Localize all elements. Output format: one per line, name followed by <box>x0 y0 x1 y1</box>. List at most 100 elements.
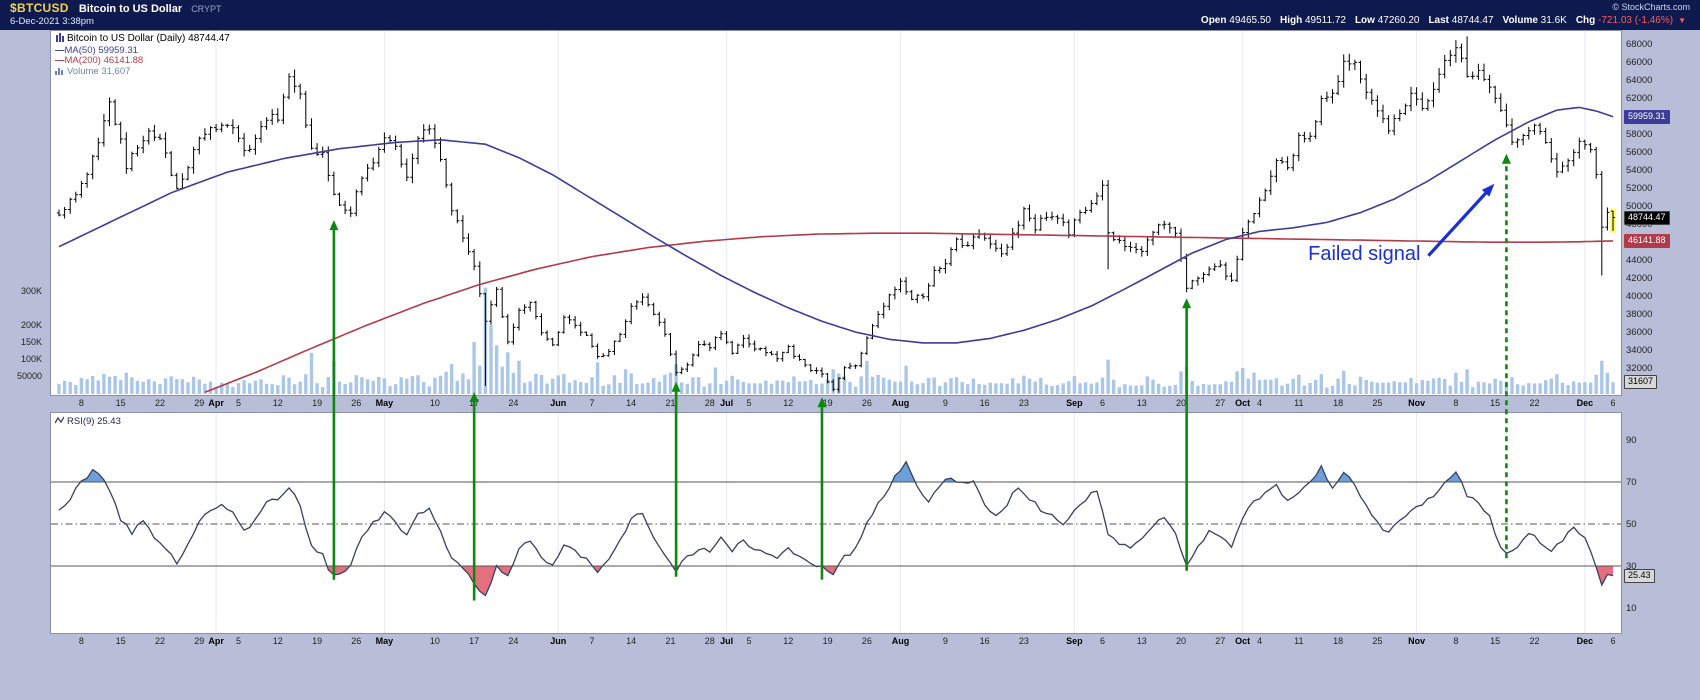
month-label: Jun <box>550 636 567 646</box>
date-label: 16 <box>979 398 990 408</box>
price-chart-icon <box>55 33 64 46</box>
price-axis-label: 50000 <box>1626 200 1653 212</box>
date-label: 21 <box>665 398 676 408</box>
date-label: 14 <box>626 398 637 408</box>
date-label: 22 <box>1529 636 1540 646</box>
header-bar: $BTCUSD Bitcoin to US Dollar CRYPT © Sto… <box>0 0 1700 30</box>
legend-ma50-row: —MA(50) 59959.31 <box>55 44 230 57</box>
date-label: 22 <box>154 636 166 646</box>
month-label: Dec <box>1576 398 1594 408</box>
date-label: 27 <box>1215 636 1226 646</box>
date-label: 6 <box>1610 636 1616 646</box>
date-label: 26 <box>351 398 362 408</box>
date-label: 22 <box>154 398 166 408</box>
quote-last: Last 48744.47 <box>1428 15 1494 26</box>
date-label: 15 <box>115 398 126 408</box>
legend-ma200-row: —MA(200) 46141.88 <box>55 55 230 67</box>
date-label: 5 <box>746 398 752 408</box>
date-label: 6 <box>1099 636 1106 646</box>
volume-axis-label: 100K <box>20 353 42 364</box>
price-legend: Bitcoin to US Dollar (Daily) 48744.47 —M… <box>55 33 230 78</box>
date-label: 17 <box>469 636 480 646</box>
volume-axis: 300K 200K 150K 100K 50000 <box>2 31 46 395</box>
date-label: 23 <box>1018 636 1029 646</box>
ma200-swatch: — <box>55 55 65 66</box>
rsi-axis-label: 50 <box>1626 518 1637 530</box>
month-label: Sep <box>1066 398 1083 408</box>
date-label: 26 <box>861 398 872 408</box>
ma200-value-label: 46141.88 <box>1624 233 1670 248</box>
legend-title-row: Bitcoin to US Dollar (Daily) 48744.47 <box>55 33 230 46</box>
date-label: 14 <box>626 636 637 646</box>
month-label: Aug <box>891 636 910 646</box>
date-label: 26 <box>861 636 872 646</box>
symbol: $BTCUSD <box>10 1 69 15</box>
price-axis-label: 62000 <box>1626 92 1653 104</box>
date-label: 19 <box>822 636 833 646</box>
instrument-name: Bitcoin to US Dollar <box>78 3 183 15</box>
exchange-label: CRYPT <box>191 4 222 14</box>
quote-values: Open 49465.50 High 49511.72 Low 47260.20 La… <box>1192 15 1673 26</box>
ma200-line <box>204 232 1614 394</box>
month-label: May <box>375 636 394 646</box>
date-label: 15 <box>1490 398 1501 408</box>
month-label: Nov <box>1408 398 1426 408</box>
date-label: 25 <box>1372 398 1383 408</box>
volume-axis-label: 150K <box>20 336 42 347</box>
rsi-legend-label: RSI(9) 25.43 <box>67 416 121 427</box>
date-label: 6 <box>1099 398 1106 408</box>
rsi-axis-label: 90 <box>1626 434 1637 446</box>
date-label: 13 <box>1136 636 1147 646</box>
date-label: 26 <box>351 636 362 646</box>
month-label: Sep <box>1066 636 1083 646</box>
date-label: 5 <box>235 398 242 408</box>
quote-high: High 49511.72 <box>1279 15 1346 26</box>
rsi-icon <box>54 416 65 429</box>
date-label: 12 <box>272 398 283 408</box>
date-label: 8 <box>78 398 84 408</box>
dropdown-triangle-icon[interactable]: ▼ <box>1678 16 1686 25</box>
header-title-line: $BTCUSD Bitcoin to US Dollar CRYPT <box>10 1 222 15</box>
rsi-axis-label: 70 <box>1626 476 1637 488</box>
ma50-line <box>58 106 1614 344</box>
date-label: 29 <box>194 636 205 646</box>
copyright: © StockCharts.com <box>1612 2 1690 12</box>
date-label: 5 <box>235 636 242 646</box>
quote-strip: Open 49465.50 High 49511.72 Low 47260.20 La… <box>1192 15 1686 26</box>
price-month-gridlines <box>215 31 1586 395</box>
rsi-legend: RSI(9) 25.43 <box>54 416 121 429</box>
price-axis-label: 44000 <box>1626 254 1653 266</box>
month-label: Apr <box>208 398 224 408</box>
price-chart-svg <box>56 31 1616 395</box>
date-label: 8 <box>78 636 84 646</box>
date-label: 9 <box>942 636 948 646</box>
date-label: 24 <box>508 398 519 408</box>
legend-volume: Volume 31,607 <box>67 65 131 77</box>
ma50-swatch: — <box>55 44 65 56</box>
price-axis-label: 34000 <box>1626 344 1653 356</box>
rsi-axis-label: 10 <box>1626 602 1637 614</box>
volume-axis-label: 300K <box>20 285 42 296</box>
volume-axis-label: 200K <box>20 319 42 330</box>
date-label: 19 <box>312 398 323 408</box>
volume-value-label: 31607 <box>1624 375 1658 390</box>
ohlc-bars <box>56 36 1616 393</box>
date-axis-top: 8 15 22 29 Apr 5 12 19 26 May 10 17 24 Jun 7 14 21 28 Jul 5… <box>51 396 1621 412</box>
date-label: 19 <box>822 398 833 408</box>
month-label: May <box>375 398 394 408</box>
rsi-axis-label: 30 <box>1626 560 1637 572</box>
volume-icon <box>55 67 64 79</box>
price-axis-label: 54000 <box>1626 164 1653 176</box>
date-label: 22 <box>1529 398 1540 408</box>
date-label: 16 <box>979 636 990 646</box>
date-label: 15 <box>115 636 126 646</box>
date-axis-bottom: 8 15 22 29 Apr 5 12 19 26 May 10 17 24 Jun 7 14 21 28 Jul 5… <box>51 634 1621 650</box>
rsi-month-gridlines <box>215 413 1586 633</box>
date-label: 6 <box>1610 398 1616 408</box>
date-label: 20 <box>1175 398 1187 408</box>
rsi-axis: 90 70 50 30 10 25.43 <box>1624 413 1700 633</box>
month-label: Dec <box>1576 636 1594 646</box>
date-label: 19 <box>312 636 323 646</box>
date-label: 10 <box>429 398 440 408</box>
price-axis-label: 56000 <box>1626 146 1653 158</box>
